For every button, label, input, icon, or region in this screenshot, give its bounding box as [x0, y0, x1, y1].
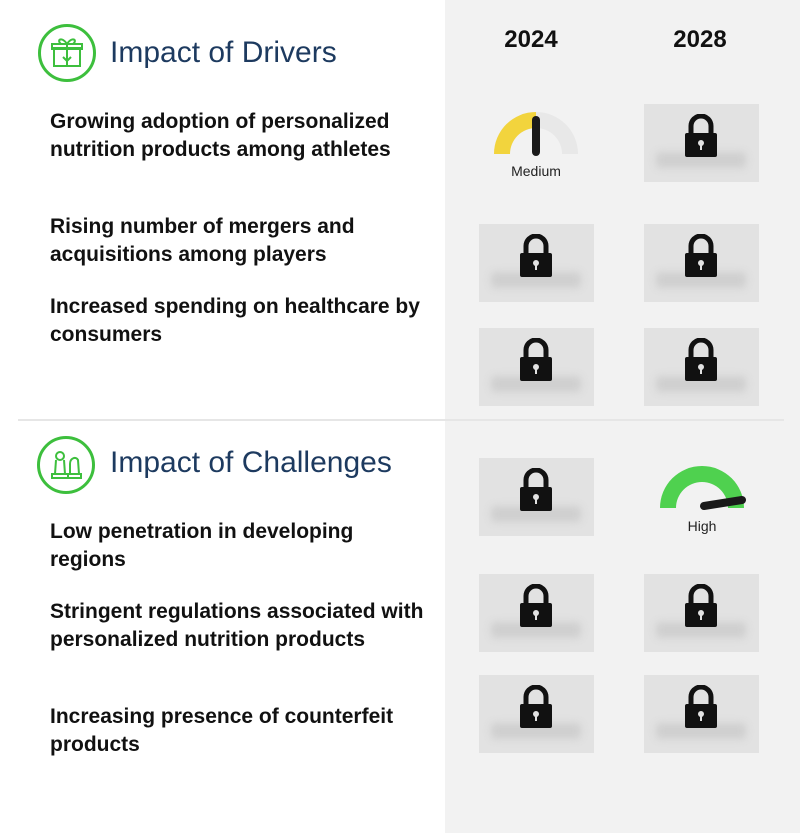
medium-gauge: [486, 108, 586, 188]
medium-gauge-label: Medium: [511, 163, 561, 179]
challenge-item: Increasing presence of counterfeit produ…: [50, 705, 394, 756]
locked-cell[interactable]: [644, 675, 759, 753]
challenges-section-title: Impact of Challenges: [110, 446, 392, 479]
lock-icon: [520, 468, 552, 511]
lock-icon: [520, 685, 552, 728]
section-divider: [18, 419, 784, 421]
locked-cell[interactable]: [479, 675, 594, 753]
lock-icon: [685, 234, 717, 277]
locked-cell[interactable]: [479, 574, 594, 652]
high-gauge-label: High: [687, 518, 717, 534]
column-header-2028: 2028: [673, 26, 727, 53]
locked-cell[interactable]: [644, 224, 759, 302]
lock-icon: [520, 234, 552, 277]
chess-pieces-icon: [37, 436, 95, 494]
driver-item: Rising number of mergers and acquisition…: [50, 215, 355, 266]
gift-box-icon: [38, 24, 96, 82]
drivers-section-title: Impact of Drivers: [110, 36, 337, 69]
locked-cell[interactable]: [644, 328, 759, 406]
locked-cell[interactable]: [479, 224, 594, 302]
locked-cell[interactable]: [644, 104, 759, 182]
challenge-item: Low penetration in developing regions: [50, 520, 354, 571]
lock-icon: [685, 685, 717, 728]
lock-icon: [520, 338, 552, 381]
high-gauge: [652, 462, 752, 542]
lock-icon: [520, 584, 552, 627]
locked-cell[interactable]: [479, 328, 594, 406]
lock-icon: [685, 584, 717, 627]
challenge-item: Stringent regulations associated with pe…: [50, 600, 424, 651]
driver-item: Increased spending on healthcare by cons…: [50, 295, 420, 346]
column-header-2024: 2024: [504, 26, 558, 53]
driver-item: Growing adoption of personalized nutriti…: [50, 110, 391, 161]
lock-icon: [685, 338, 717, 381]
lock-icon: [685, 114, 717, 157]
locked-cell[interactable]: [644, 574, 759, 652]
locked-cell[interactable]: [479, 458, 594, 536]
